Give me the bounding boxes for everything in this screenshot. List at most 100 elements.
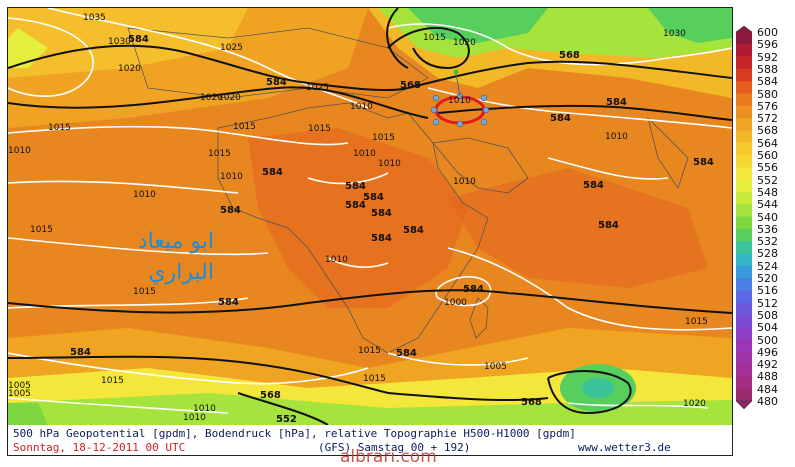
- color-scale-label: 568: [757, 124, 778, 138]
- south-green-band: [8, 393, 732, 425]
- color-scale-svg: [735, 26, 753, 410]
- color-scale-swatch: [736, 44, 752, 57]
- color-scale-swatch: [736, 81, 752, 94]
- geo-label: 584: [70, 347, 91, 358]
- pressure-label: 1015: [685, 317, 708, 327]
- color-scale-swatch: [736, 142, 752, 156]
- geo-label: 584: [693, 157, 714, 168]
- geopotential-lines: [8, 8, 732, 425]
- pressure-labels: 1035 1030 1025 1020 1025 1020 1015 1015 …: [8, 13, 708, 423]
- north-yellow-band: [8, 8, 248, 78]
- color-scale-label: 516: [757, 284, 778, 298]
- arabic-text-line2: البراري: [148, 260, 214, 285]
- color-scale-label: 536: [757, 222, 778, 236]
- geo-label: 568: [260, 390, 281, 401]
- geo-label: 584: [220, 205, 241, 216]
- geo-label: 584: [606, 97, 627, 108]
- color-scale-label: 540: [757, 210, 778, 224]
- color-scale-swatch: [736, 179, 752, 193]
- color-scale-swatch: [736, 56, 752, 70]
- geo-label: 584: [266, 77, 287, 88]
- color-scale-swatch: [736, 118, 752, 131]
- color-scale-label: 496: [757, 345, 778, 359]
- pressure-label: 1005: [8, 389, 31, 399]
- rotate-handle: [453, 69, 459, 75]
- pressure-label: 1015: [363, 374, 386, 384]
- pressure-label: 1010: [605, 132, 628, 142]
- color-scale-label: 580: [757, 87, 778, 101]
- pressure-label: 1010: [183, 413, 206, 423]
- pressure-label: 1015: [423, 33, 446, 43]
- color-scale-label: 572: [757, 112, 778, 126]
- color-scale-label: 504: [757, 321, 778, 335]
- madagascar-coastline: [469, 297, 489, 339]
- geo-label: 584: [345, 181, 366, 192]
- geo-label: 584: [396, 348, 417, 359]
- arabia-coastline: [432, 137, 529, 194]
- color-scale-label: 552: [757, 173, 778, 187]
- geopotential-labels: 584 584 584 584 584 584 584 584 584 584 …: [70, 34, 714, 425]
- color-scale-label: 528: [757, 247, 778, 261]
- color-scale-label: 600: [757, 26, 778, 39]
- color-scale-swatch: [736, 265, 752, 279]
- color-scale-swatch: [736, 376, 752, 389]
- color-scale-bottom-arrow: [735, 400, 753, 410]
- central-africa-warm: [248, 128, 468, 308]
- pressure-label: 1010: [353, 149, 376, 159]
- watermark: albrari.com: [340, 447, 437, 467]
- color-scale-swatch: [736, 364, 752, 377]
- pressure-label: 1010: [133, 190, 156, 200]
- pressure-label: 1015: [48, 123, 71, 133]
- africa-coastline: [217, 102, 489, 354]
- pressure-label: 1020: [218, 93, 241, 103]
- color-scale-swatch: [736, 228, 752, 242]
- northeast-deep-green: [408, 8, 548, 43]
- color-scale-label: 584: [757, 75, 778, 89]
- pressure-label: 1020: [200, 93, 223, 103]
- pressure-label: 1010: [448, 96, 471, 106]
- color-scale-top-arrow: [735, 26, 753, 33]
- pressure-label: 1010: [8, 146, 31, 156]
- india-coastline: [647, 116, 689, 189]
- geo-label: 584: [345, 200, 366, 211]
- color-scale-swatch: [736, 68, 752, 82]
- pressure-label: 1025: [220, 43, 243, 53]
- color-scale-label: 512: [757, 296, 778, 310]
- color-scale-label: 532: [757, 235, 778, 249]
- color-scale-swatch: [736, 105, 752, 119]
- color-scale-swatch: [736, 204, 752, 217]
- color-scale-swatch: [736, 167, 752, 180]
- arabic-text-line1: ابو ميعاد: [138, 229, 214, 254]
- caption-line1: 500 hPa Geopotential [gpdm], Bodendruck …: [13, 427, 576, 440]
- color-scale-swatch: [736, 290, 752, 303]
- color-scale-swatch: [736, 130, 752, 143]
- pressure-label: 1010: [350, 102, 373, 112]
- color-scale-swatch: [736, 155, 752, 168]
- color-scale-label: 484: [757, 382, 778, 396]
- color-scale-swatch: [736, 302, 752, 316]
- color-scale-swatch: [736, 327, 752, 340]
- rotate-handle-stem: [455, 73, 461, 97]
- color-scale-label: 524: [757, 259, 778, 273]
- color-scale-label: 480: [757, 395, 778, 408]
- pressure-label: 1010: [453, 177, 476, 187]
- geo-label: 568: [521, 397, 542, 408]
- color-scale-swatch: [736, 93, 752, 107]
- caption-line2: Sonntag, 18-12-2011 00 UTC (GFS) Samstag…: [13, 441, 671, 454]
- color-scale-swatch: [736, 278, 752, 291]
- pressure-label: 1020: [118, 64, 141, 74]
- pressure-label: 1010: [325, 255, 348, 265]
- pressure-label: 1010: [220, 172, 243, 182]
- geo-label: 584: [463, 284, 484, 295]
- color-scale-swatch: [736, 388, 752, 402]
- pressure-label: 1035: [83, 13, 106, 23]
- indian-ocean-warm: [448, 168, 708, 288]
- color-scale-label: 576: [757, 99, 778, 113]
- color-scale-label: 548: [757, 185, 778, 199]
- color-scale-label: 556: [757, 161, 778, 175]
- color-scale-label: 596: [757, 38, 778, 52]
- geo-label: 584: [363, 192, 384, 203]
- geo-label: 584: [371, 233, 392, 244]
- color-scale-swatch: [736, 241, 752, 254]
- pressure-label: 1030: [108, 37, 131, 47]
